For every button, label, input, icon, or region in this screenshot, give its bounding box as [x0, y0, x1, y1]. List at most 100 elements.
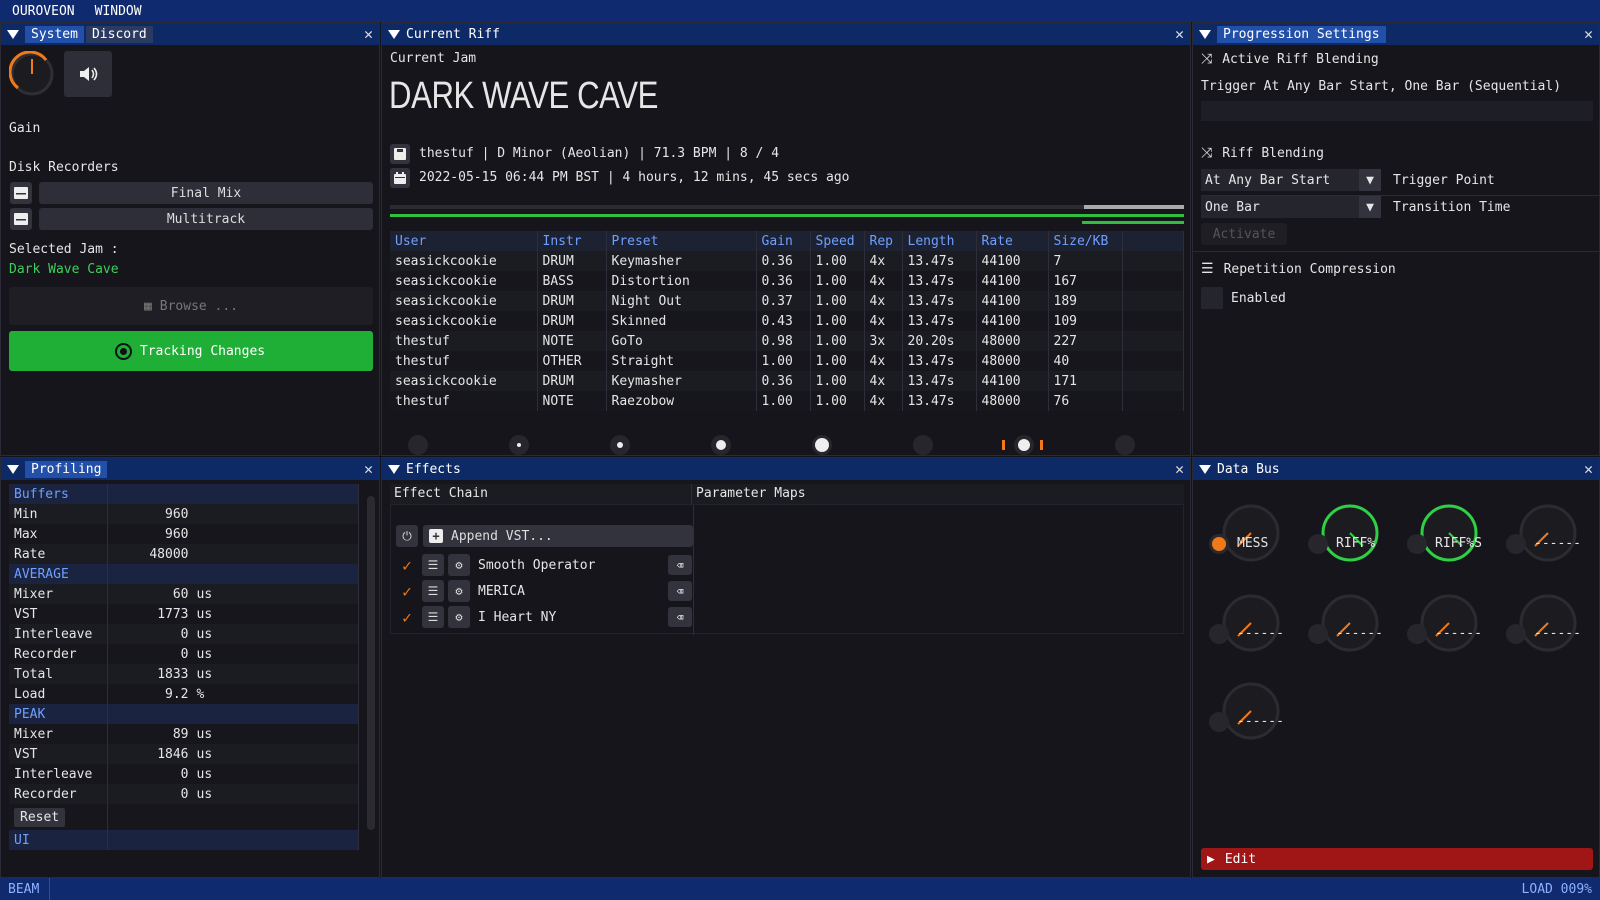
riff-dot[interactable]	[913, 435, 933, 455]
bus-enable-dot[interactable]	[1506, 624, 1526, 644]
riff-dot[interactable]	[1002, 435, 1043, 455]
bus-enable-dot[interactable]	[1209, 712, 1229, 732]
list-icon[interactable]: ☰	[422, 580, 444, 602]
reset-button[interactable]: Reset	[14, 807, 66, 827]
riff-dot[interactable]	[610, 435, 630, 455]
delete-icon[interactable]: ⌫	[668, 581, 692, 601]
bus-knob[interactable]	[1418, 502, 1480, 564]
metric-value: 0 us	[107, 784, 359, 804]
col-instr[interactable]: Instr	[537, 231, 607, 251]
table-row[interactable]: thestuf OTHER Straight 1.00 1.00 4x 13.47s 4800…	[390, 351, 1184, 371]
scrollbar[interactable]	[367, 496, 375, 830]
append-vst-button[interactable]: + Append VST...	[423, 525, 693, 547]
bus-enable-dot[interactable]	[1407, 534, 1427, 554]
col-size[interactable]: Size/KB	[1048, 231, 1123, 251]
collapse-icon[interactable]	[7, 464, 19, 474]
bus-enable-dot[interactable]	[1308, 624, 1328, 644]
bus-channel-label: ------	[1435, 626, 1482, 641]
bus-knob[interactable]	[1418, 592, 1480, 654]
table-cell: 4x	[864, 351, 903, 371]
close-icon[interactable]: ✕	[363, 460, 373, 478]
table-row[interactable]: seasickcookie DRUM Keymasher 0.36 1.00 4x 13.4…	[390, 251, 1184, 271]
bus-enable-dot[interactable]	[1506, 534, 1526, 554]
list-icon[interactable]: ☰	[422, 606, 444, 628]
close-icon[interactable]: ✕	[1174, 25, 1184, 43]
collapse-icon[interactable]	[388, 29, 400, 39]
col-gain[interactable]: Gain	[756, 231, 811, 251]
check-icon[interactable]: ✓	[402, 555, 412, 575]
trigger-point-select[interactable]: At Any Bar Start ▼	[1201, 169, 1381, 191]
riff-dot[interactable]	[1115, 435, 1135, 455]
bus-enable-dot[interactable]	[1209, 624, 1229, 644]
collapse-icon[interactable]	[1199, 464, 1211, 474]
delete-icon[interactable]: ⌫	[668, 607, 692, 627]
bus-enable-dot[interactable]	[1308, 534, 1328, 554]
tracking-changes-button[interactable]: Tracking Changes	[9, 331, 373, 371]
collapse-icon[interactable]	[388, 464, 400, 474]
table-row[interactable]: seasickcookie DRUM Keymasher 0.36 1.00 4x 13.4…	[390, 371, 1184, 391]
table-row[interactable]: seasickcookie DRUM Skinned 0.43 1.00 4x 13.47s…	[390, 311, 1184, 331]
bus-knob[interactable]	[1517, 592, 1579, 654]
riff-dot[interactable]	[711, 435, 731, 455]
disk-icon[interactable]	[10, 208, 32, 230]
collapse-icon[interactable]	[1199, 29, 1211, 39]
menu-app[interactable]: OUROVEON	[12, 3, 75, 19]
table-cell: 1.00	[810, 271, 865, 291]
table-cell: seasickcookie	[390, 291, 538, 311]
close-icon[interactable]: ✕	[1174, 460, 1184, 478]
table-row[interactable]: thestuf NOTE GoTo 0.98 1.00 3x 20.20s 48000 227	[390, 331, 1184, 351]
col-length[interactable]: Length	[902, 231, 977, 251]
section-label: AVERAGE	[9, 564, 108, 584]
col-speed[interactable]: Speed	[810, 231, 865, 251]
transition-time-select[interactable]: One Bar ▼	[1201, 196, 1381, 218]
riff-dot[interactable]	[509, 435, 529, 455]
col-user[interactable]: User	[390, 231, 538, 251]
bus-knob[interactable]	[1319, 592, 1381, 654]
menu-window[interactable]: WINDOW	[94, 3, 142, 19]
list-icon[interactable]: ☰	[422, 554, 444, 576]
disk-icon[interactable]	[10, 182, 32, 204]
check-icon[interactable]: ✓	[402, 581, 412, 601]
bus-enable-dot[interactable]	[1407, 624, 1427, 644]
bus-knob[interactable]	[1517, 502, 1579, 564]
bus-knob[interactable]	[1220, 502, 1282, 564]
save-icon[interactable]	[390, 144, 410, 164]
bus-knob[interactable]	[1220, 680, 1282, 742]
tab-system[interactable]: System	[25, 25, 84, 43]
check-icon[interactable]: ✓	[402, 607, 412, 627]
close-icon[interactable]: ✕	[1583, 460, 1593, 478]
table-row[interactable]: seasickcookie DRUM Night Out 0.37 1.00 4x 13.4…	[390, 291, 1184, 311]
trigger-point-label: Trigger Point	[1393, 173, 1495, 188]
riff-dot[interactable]	[812, 435, 832, 455]
col-rate[interactable]: Rate	[976, 231, 1049, 251]
table-row[interactable]: thestuf NOTE Raezobow 1.00 1.00 4x 13.47s 48000…	[390, 391, 1184, 411]
bus-enable-dot[interactable]	[1209, 534, 1229, 554]
gear-icon[interactable]: ⚙	[448, 606, 470, 628]
profiling-row: Mixer 89 us	[9, 724, 359, 744]
close-icon[interactable]: ✕	[1583, 25, 1593, 43]
col-rep[interactable]: Rep	[864, 231, 903, 251]
close-icon[interactable]: ✕	[363, 25, 373, 43]
delete-icon[interactable]: ⌫	[668, 555, 692, 575]
bus-knob[interactable]	[1220, 592, 1282, 654]
edit-button[interactable]: ▶ Edit	[1201, 848, 1593, 870]
col-preset[interactable]: Preset	[606, 231, 757, 251]
bus-knob[interactable]	[1319, 502, 1381, 564]
metric-name: Load	[9, 684, 108, 704]
browse-button[interactable]: ▦ Browse ...	[9, 287, 373, 325]
table-row[interactable]: seasickcookie BASS Distortion 0.36 1.00 4x 13.…	[390, 271, 1184, 291]
activate-button[interactable]: Activate	[1201, 223, 1287, 245]
power-icon[interactable]: ⏻	[396, 525, 418, 547]
final-mix-button[interactable]: Final Mix	[39, 182, 373, 204]
gear-icon[interactable]: ⚙	[448, 554, 470, 576]
speaker-button[interactable]	[64, 51, 112, 97]
gear-icon[interactable]: ⚙	[448, 580, 470, 602]
gain-knob[interactable]	[9, 51, 55, 97]
collapse-icon[interactable]	[7, 29, 19, 39]
riff-dot[interactable]	[408, 435, 428, 455]
multitrack-button[interactable]: Multitrack	[39, 208, 373, 230]
table-cell-spacer	[1122, 351, 1184, 371]
chevron-down-icon: ▼	[1359, 169, 1381, 191]
enabled-checkbox[interactable]	[1201, 287, 1223, 309]
tab-discord[interactable]: Discord	[85, 25, 153, 43]
